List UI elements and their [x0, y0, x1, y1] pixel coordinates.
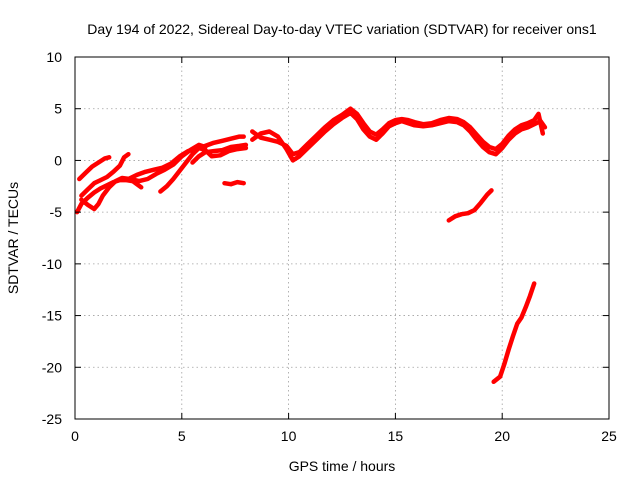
series-layer — [74, 106, 548, 385]
series-track-7 — [190, 142, 249, 165]
series-track-2 — [79, 151, 131, 198]
y-tick-label: -15 — [42, 308, 62, 324]
tick-layer: 0 5 10 15 20 25 10 5 0 -5 -10 -15 -20 -25 — [42, 49, 617, 444]
x-tick-label: 25 — [601, 428, 617, 444]
series-track-1 — [77, 155, 112, 182]
y-tick-label: 5 — [54, 101, 62, 117]
series-track-6 — [158, 145, 249, 194]
grid-layer — [75, 57, 609, 419]
y-tick-label: -10 — [42, 256, 62, 272]
y-tick-label: -20 — [42, 359, 62, 375]
x-tick-label: 0 — [71, 428, 79, 444]
y-tick-label: 10 — [46, 49, 62, 65]
series-track-8 — [222, 179, 246, 187]
x-tick-label: 10 — [281, 428, 297, 444]
y-tick-label: -25 — [42, 411, 62, 427]
plot-frame — [74, 56, 610, 420]
x-axis-label: GPS time / hours — [289, 458, 396, 474]
x-tick-label: 5 — [178, 428, 186, 444]
x-tick-label: 20 — [494, 428, 510, 444]
series-track-12 — [491, 281, 537, 385]
series-track-11 — [446, 188, 494, 223]
series-track-10 — [250, 106, 546, 157]
chart-title: Day 194 of 2022, Sidereal Day-to-day VTE… — [87, 21, 597, 37]
x-tick-label: 15 — [388, 428, 404, 444]
y-tick-label: -5 — [50, 204, 63, 220]
y-axis-label: SDTVAR / TECUs — [5, 182, 21, 294]
series-track-5 — [126, 134, 246, 182]
y-tick-label: 0 — [54, 152, 62, 168]
series-track-9 — [250, 110, 548, 163]
